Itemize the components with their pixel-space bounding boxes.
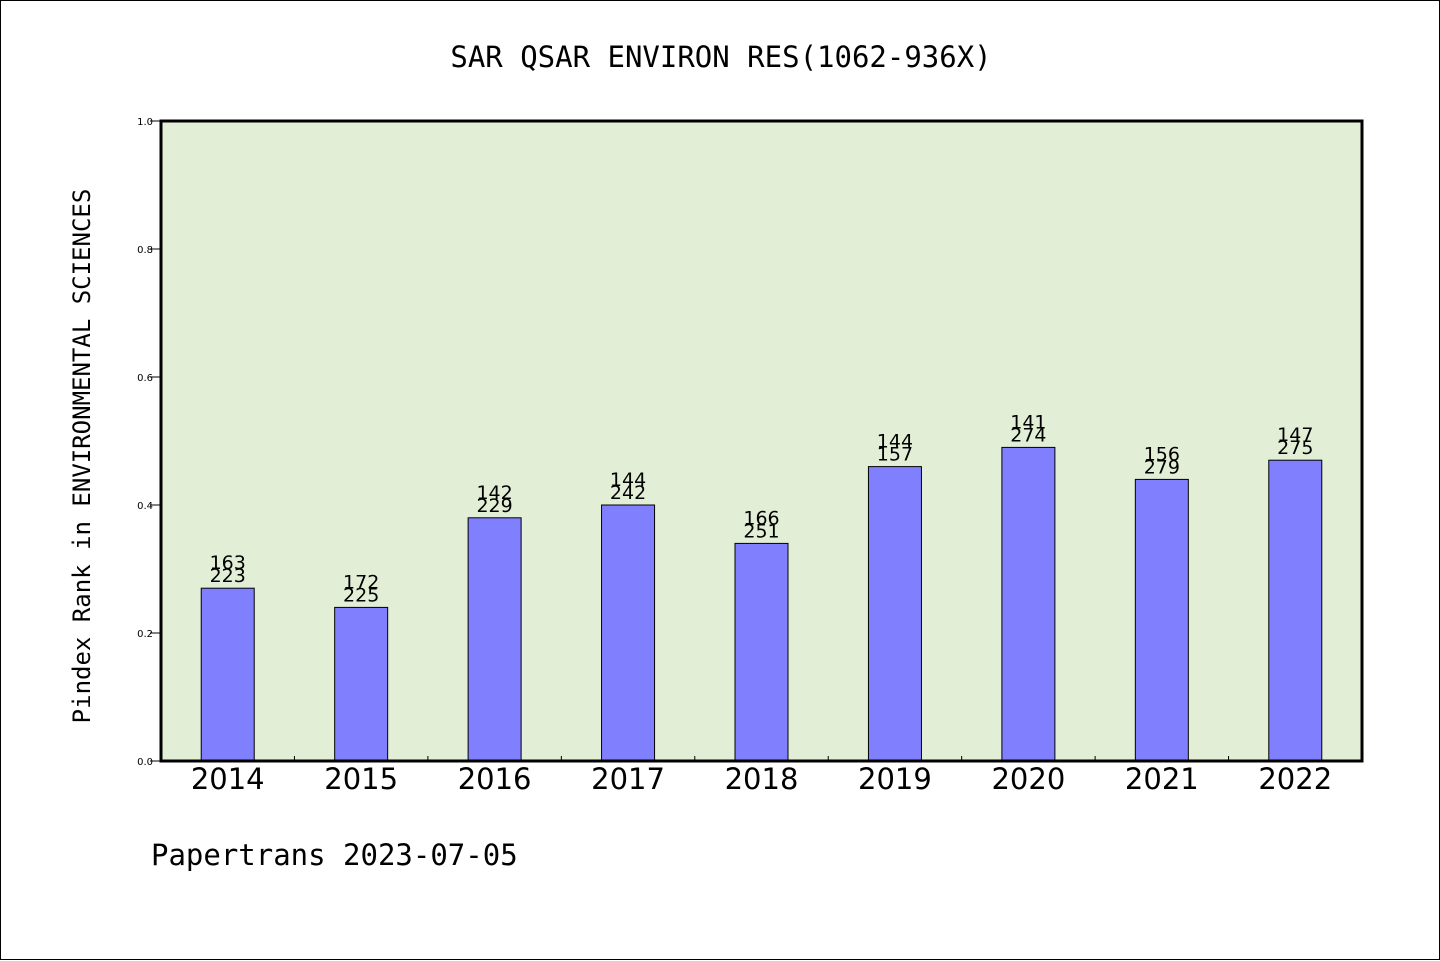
bar-2021 xyxy=(1134,478,1189,762)
bar-rank-label: 166 xyxy=(743,507,779,529)
bar-total-label: 275 xyxy=(1277,437,1313,459)
x-tick-label: 2020 xyxy=(991,762,1065,796)
bar-2014 xyxy=(200,587,255,762)
y-tick-label: 0.4 xyxy=(137,501,153,512)
bar-rank-label: 172 xyxy=(343,571,379,593)
y-tick-label: 0.6 xyxy=(137,373,153,384)
y-axis-ticks: 0.0 0.2 0.4 0.6 0.8 1.0 xyxy=(137,117,161,768)
bar-rank-label: 144 xyxy=(877,431,913,453)
x-tick-label: 2015 xyxy=(324,762,398,796)
bar-total-label: 242 xyxy=(610,482,646,504)
x-tick-label: 2014 xyxy=(191,762,265,796)
y-axis-label: Pindex Rank in ENVIRONMENTAL SCIENCES xyxy=(68,189,96,724)
footer-text: Papertrans 2023-07-05 xyxy=(151,838,518,872)
x-tick-label: 2021 xyxy=(1125,762,1199,796)
x-tick-label: 2018 xyxy=(725,762,799,796)
x-tick-label: 2016 xyxy=(458,762,532,796)
y-tick-label: 0.2 xyxy=(137,629,153,640)
x-tick-label: 2022 xyxy=(1258,762,1332,796)
x-axis-ticks: 2014 2015 2016 2017 2018 2019 2020 2021 2022 xyxy=(191,756,1332,796)
bar-2016 xyxy=(467,517,522,762)
y-tick-label: 1.0 xyxy=(137,117,153,128)
bar-rank-label: 147 xyxy=(1277,424,1313,446)
bar-2018 xyxy=(734,542,789,762)
chart-title: SAR QSAR ENVIRON RES(1062-936X) xyxy=(450,40,991,74)
bars-group xyxy=(200,446,1323,762)
bar-2020 xyxy=(1001,446,1056,762)
bar-total-label: 251 xyxy=(743,520,779,542)
bar-total-label: 274 xyxy=(1010,424,1046,446)
bar-total-label: 279 xyxy=(1144,456,1180,478)
y-tick-label: 0.8 xyxy=(137,245,153,256)
bar-rank-label: 144 xyxy=(610,469,646,491)
bar-total-label: 157 xyxy=(877,444,913,466)
bar-rank-label: 141 xyxy=(1010,411,1046,433)
x-tick-label: 2019 xyxy=(858,762,932,796)
bar-rank-label: 163 xyxy=(210,552,246,574)
bar-2022 xyxy=(1268,459,1323,762)
x-tick-label: 2017 xyxy=(591,762,665,796)
bar-2017 xyxy=(601,504,656,762)
bar-total-label: 225 xyxy=(343,584,379,606)
bar-rank-label: 156 xyxy=(1144,443,1180,465)
bar-total-label: 229 xyxy=(476,495,512,517)
bar-2015 xyxy=(334,606,389,762)
bar-rank-label: 142 xyxy=(476,482,512,504)
y-tick-label: 0.0 xyxy=(137,757,153,768)
bar-2019 xyxy=(867,466,922,762)
plot-border xyxy=(159,119,1364,763)
bar-total-label: 223 xyxy=(210,565,246,587)
